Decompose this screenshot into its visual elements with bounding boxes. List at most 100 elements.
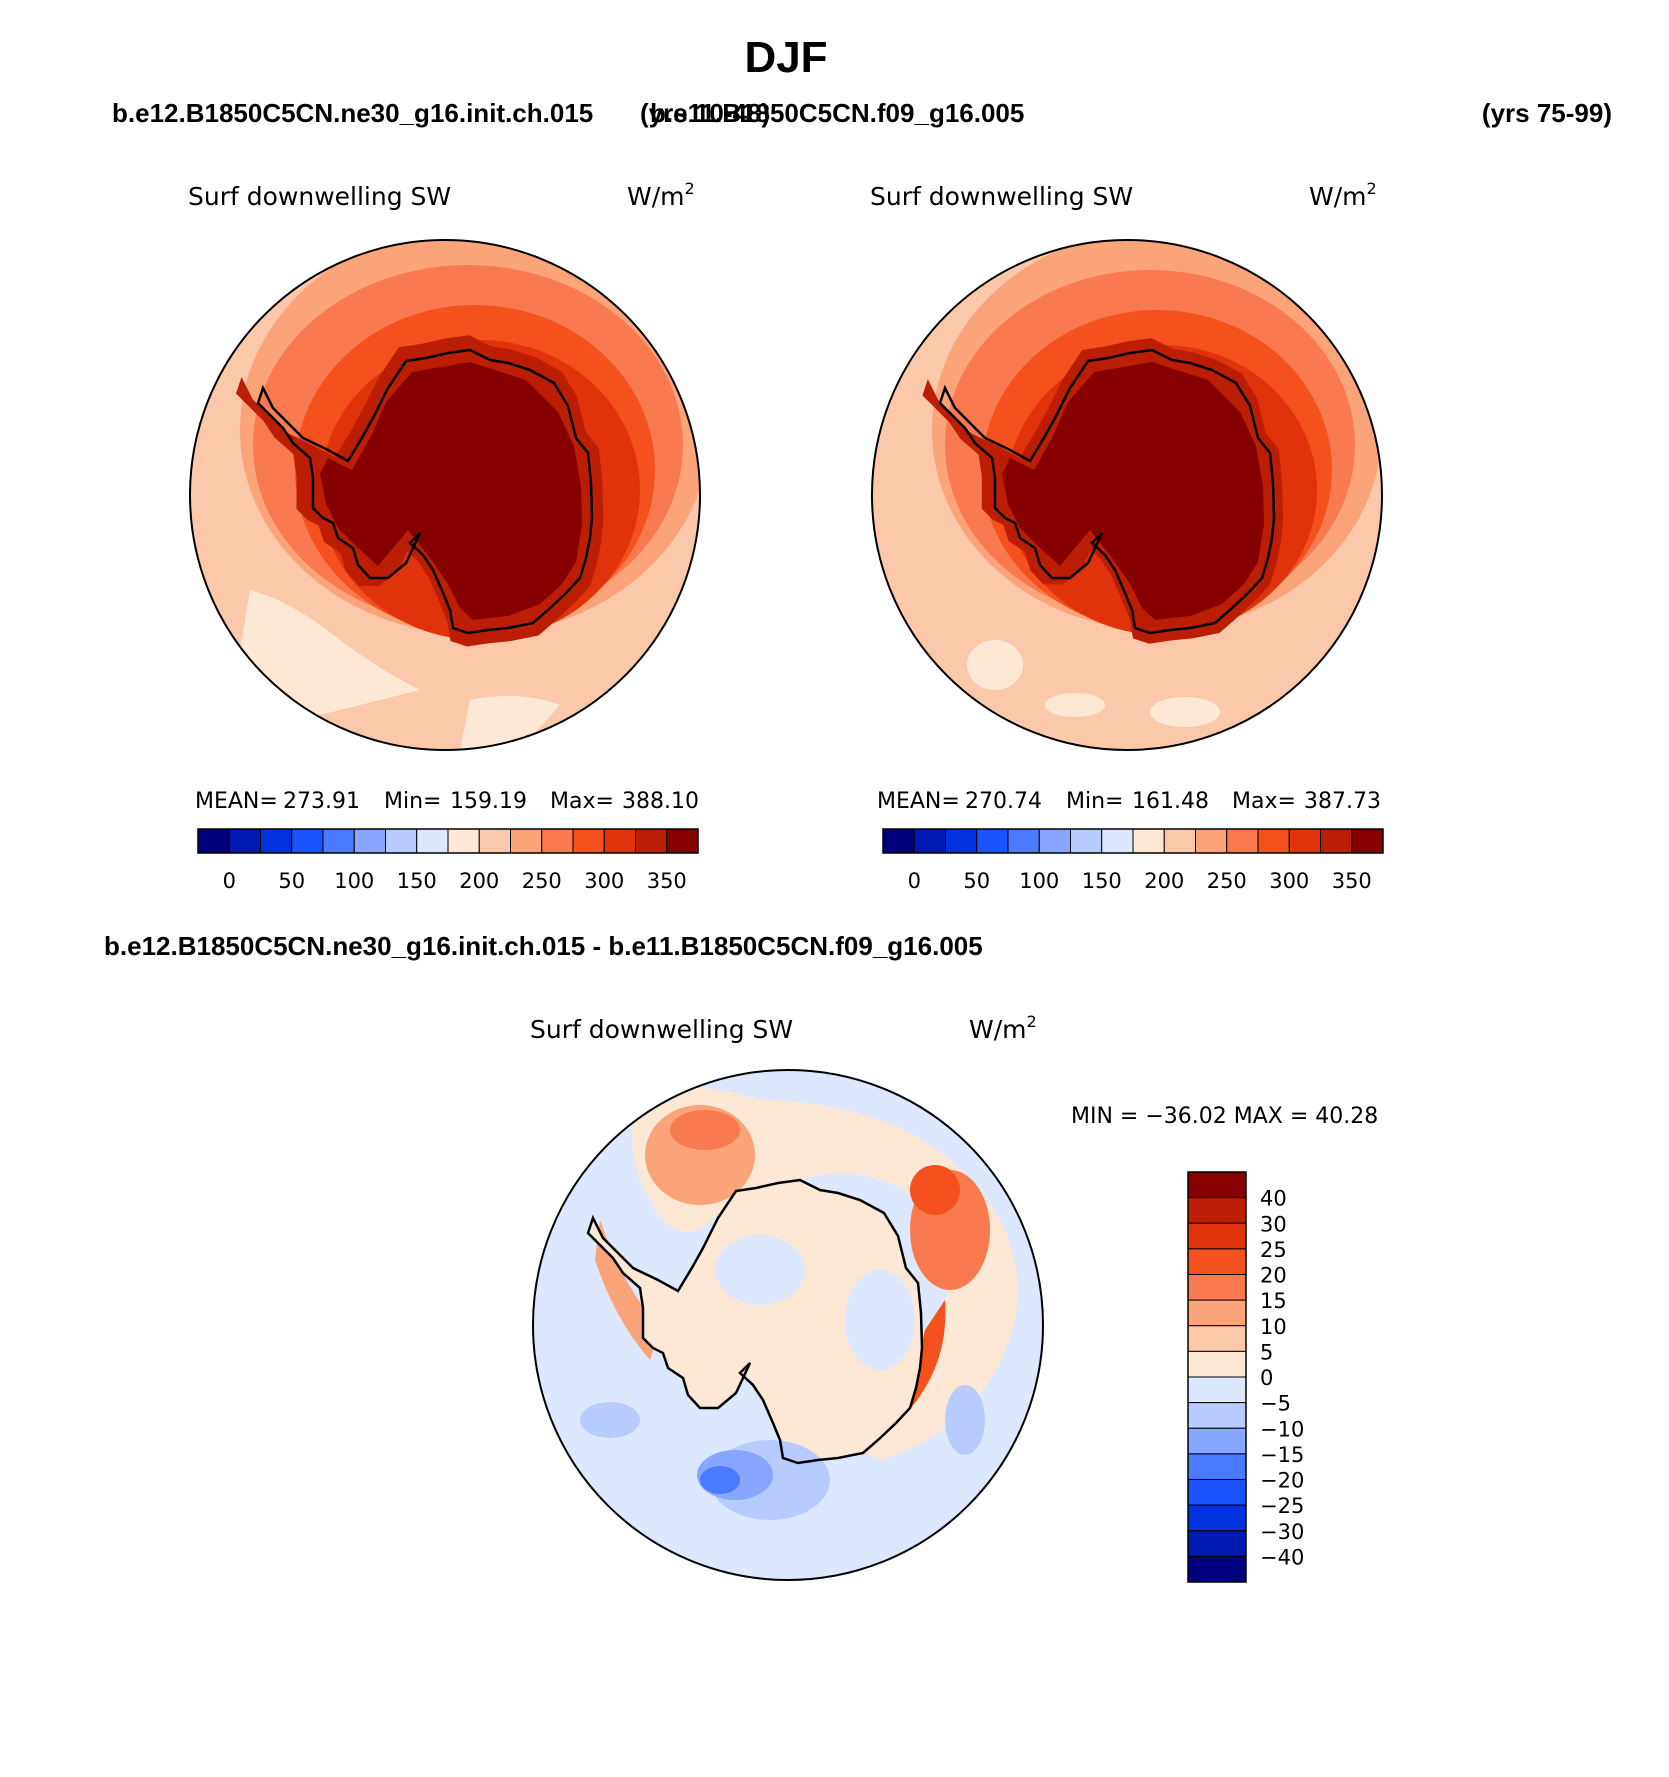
panel1-colorbar: 0 50 100 150 200 250 300 350 [197,828,699,893]
colorbar-swatch [1187,1248,1247,1275]
colorbar-frame [197,828,699,854]
colorbar-tick-label: 250 [1207,869,1247,893]
colorbar-swatch [1187,1171,1247,1199]
colorbar-swatch [1187,1350,1247,1378]
colorbar-swatch [1187,1504,1247,1532]
panel1-min: 159.19 [450,789,527,814]
colorbar-swatch [666,828,699,854]
panel2-colorbar: 0 50 100 150 200 250 300 350 [882,828,1384,893]
colorbar-swatch [976,828,1009,854]
panel3-variable: Surf downwelling SW [530,1015,793,1044]
case1-header: b.e12.B1850C5CN.ne30_g16.init.ch.015 [112,98,593,128]
colorbar-swatch [1187,1530,1247,1557]
case2-years: (yrs 75-99) [1482,98,1612,128]
colorbar-tick-label: 100 [334,869,374,893]
colorbar-swatch [1187,1197,1247,1224]
colorbar-frame [882,828,1384,854]
colorbar-swatch [1187,1427,1247,1455]
colorbar-swatch [1195,828,1228,854]
colorbar-swatch [197,828,230,854]
colorbar-tick-label: 50 [963,869,990,893]
panel2-min-label: Min= [1066,789,1123,814]
colorbar-swatch [1288,828,1321,854]
colorbar-tick-label: 25 [1260,1238,1287,1262]
colorbar-swatch [1187,1325,1247,1352]
colorbar-swatch [1187,1299,1247,1327]
colorbar-swatch [1187,1222,1247,1250]
panel2-variable: Surf downwelling SW [870,182,1133,211]
colorbar-tick-label: 0 [223,869,236,893]
colorbar-tick-label: 350 [647,869,687,893]
colorbar-tick-label: 40 [1260,1187,1287,1211]
colorbar-swatch [478,828,511,854]
colorbar-swatch [1226,828,1259,854]
panel3-units: W/m2 [969,1012,1037,1044]
colorbar-swatch [1320,828,1353,854]
colorbar-tick-label: 150 [397,869,437,893]
colorbar-tick-label: 200 [1144,869,1184,893]
colorbar-swatch [945,828,978,854]
colorbar-tick-label: −15 [1260,1443,1304,1467]
colorbar-swatch [385,828,418,854]
colorbar-swatch [1163,828,1196,854]
panel1-max: 388.10 [622,789,699,814]
figure-title: DJF [744,33,827,82]
panel1-min-label: Min= [384,789,441,814]
colorbar-tick-label: 100 [1019,869,1059,893]
colorbar-tick-label: 50 [278,869,305,893]
colorbar-tick-label: 300 [584,869,624,893]
panel1-map [190,240,700,750]
colorbar-tick-label: −10 [1260,1417,1304,1441]
panel1-map-border [189,239,701,751]
panel1-mean: 273.91 [283,789,360,814]
colorbar-swatch [572,828,605,854]
colorbar-swatch [447,828,480,854]
colorbar-swatch [322,828,355,854]
colorbar-tick-label: −20 [1260,1469,1304,1493]
colorbar-swatch [541,828,574,854]
colorbar-tick-label: 250 [522,869,562,893]
colorbar-swatch [260,828,293,854]
colorbar-swatch [1187,1479,1247,1506]
panel1-units: W/m2 [627,179,695,211]
panel2-map-border [871,239,1383,751]
colorbar-tick-label: 200 [459,869,499,893]
colorbar-swatch [1101,828,1134,854]
colorbar-tick-label: 150 [1082,869,1122,893]
colorbar-swatch [1070,828,1103,854]
colorbar-swatch [228,828,261,854]
case2-header: b.e11.B1850C5CN.f09_g16.005 [650,98,1024,128]
colorbar-swatch [353,828,386,854]
panel3-map-border [532,1069,1044,1581]
colorbar-tick-label: 20 [1260,1264,1287,1288]
diff-header: b.e12.B1850C5CN.ne30_g16.init.ch.015 - b… [104,931,983,961]
colorbar-swatch [1257,828,1290,854]
panel3-minmax: MIN = −36.02 MAX = 40.28 [1071,1104,1378,1129]
panel-case2: Surf downwelling SW W/m2 MEAN= 270.74 Mi… [870,179,1384,893]
panel-case1: Surf downwelling SW W/m2 MEAN= 273.91 Mi… [188,179,701,893]
colorbar-swatch [1007,828,1040,854]
colorbar-frame [1187,1171,1247,1583]
panel2-mean-label: MEAN= [877,789,960,814]
colorbar-tick-label: 0 [908,869,921,893]
colorbar-swatch [416,828,449,854]
colorbar-tick-label: 10 [1260,1315,1287,1339]
colorbar-swatch [1187,1376,1247,1404]
colorbar-tick-label: −25 [1260,1494,1304,1518]
colorbar-tick-label: 15 [1260,1289,1287,1313]
colorbar-tick-label: 300 [1269,869,1309,893]
panel2-max: 387.73 [1304,789,1381,814]
panel1-variable: Surf downwelling SW [188,182,451,211]
colorbar-swatch [1351,828,1384,854]
panel2-units: W/m2 [1309,179,1377,211]
colorbar-swatch [603,828,636,854]
colorbar-tick-label: −30 [1260,1520,1304,1544]
panel3-map [533,1070,1043,1580]
colorbar-tick-label: −40 [1260,1545,1304,1569]
case1-years: (yrs 10-48) [640,98,770,128]
colorbar-swatch [1187,1402,1247,1429]
panel2-max-label: Max= [1232,789,1296,814]
colorbar-tick-label: 350 [1332,869,1372,893]
colorbar-swatch [291,828,324,854]
